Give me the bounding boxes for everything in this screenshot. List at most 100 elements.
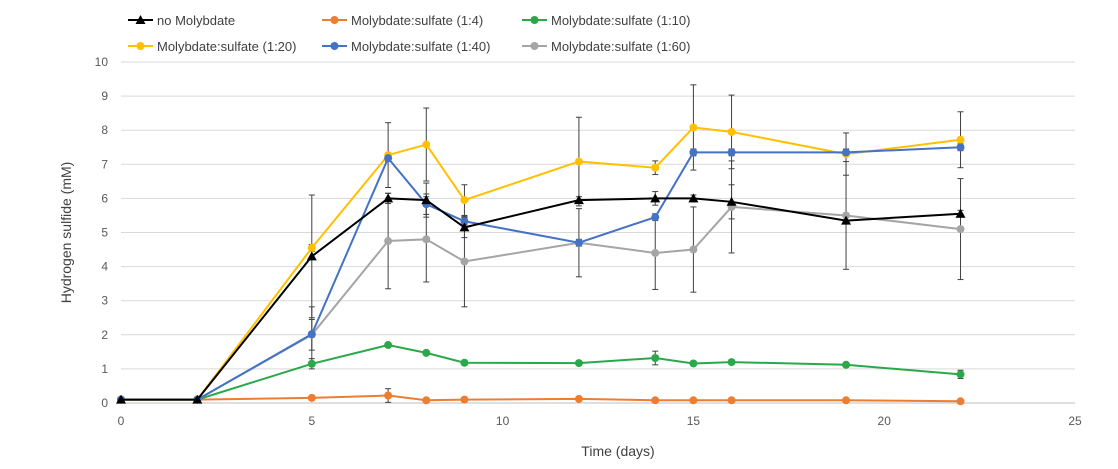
data-point [651,396,660,405]
legend: no Molybdate Molybdate:sulfate (1:4) Molyb… [128,13,690,54]
y-tick-label: 9 [101,89,108,103]
data-point [422,140,431,149]
data-point [384,391,393,400]
data-point [689,245,698,254]
data-point [842,360,851,369]
series-line [121,146,961,401]
legend-swatch-marker [530,16,539,24]
x-tick-label: 15 [687,414,701,428]
data-point [421,195,432,205]
series-line [121,126,961,401]
data-point [651,248,660,257]
x-axis-title: Time (days) [581,443,654,459]
legend-swatch-marker [330,42,339,50]
data-point [955,208,966,218]
legend-label: Molybdate:sulfate (1:60) [551,39,690,54]
grid-layer [121,61,1075,370]
data-point [460,217,469,226]
data-point [727,396,736,405]
series-line [121,394,961,403]
data-point [422,396,431,405]
data-point [384,341,393,350]
data-point [574,238,583,247]
axis-layer: 0 1 2 3 4 5 6 7 8 9 10 0 5 10 15 20 25 [95,55,1082,428]
y-tick-label: 8 [101,123,108,137]
data-point [307,359,316,368]
data-point [307,330,316,339]
data-point [689,123,698,132]
legend-label: Molybdate:sulfate (1:20) [157,39,296,54]
x-tick-label: 25 [1068,414,1082,428]
x-tick-label: 0 [118,414,125,428]
data-point [689,396,698,405]
data-point [383,193,394,203]
data-point [116,394,126,404]
data-point [956,143,965,152]
legend-swatch-marker [136,42,145,50]
data-point [460,196,469,205]
data-point [460,358,469,367]
data-point [842,396,851,405]
x-tick-label: 5 [308,414,315,428]
data-point [573,195,584,205]
y-tick-label: 0 [101,396,108,410]
legend-swatch-marker [330,16,339,24]
data-point [842,211,851,220]
series-layer [116,123,966,406]
data-point [574,394,583,403]
data-point [422,235,431,244]
data-point [727,358,736,367]
legend-swatch-marker [135,15,146,24]
legend-swatch-marker [530,42,539,50]
x-tick-label: 20 [878,414,892,428]
data-point [841,215,852,225]
data-point [307,243,316,252]
data-point [956,225,965,234]
data-point [842,148,851,157]
y-axis-title: Hydrogen sulfide (mM) [58,162,74,304]
y-tick-label: 5 [101,226,108,240]
y-tick-label: 6 [101,191,108,205]
data-point [726,196,737,206]
data-point [307,393,316,402]
legend-label: Molybdate:sulfate (1:10) [551,13,690,28]
data-point [956,135,965,144]
data-point [574,359,583,368]
y-tick-label: 1 [101,362,108,376]
legend-label: no Molybdate [157,13,235,28]
data-point [651,353,660,362]
legend-label: Molybdate:sulfate (1:4) [351,13,483,28]
x-tick-label: 10 [496,414,510,428]
data-point [727,127,736,136]
data-point [422,348,431,357]
legend-item: Molybdate:sulfate (1:10) [522,13,690,28]
data-point [956,370,965,379]
data-point [651,163,660,172]
data-point [689,148,698,157]
data-point [384,154,393,163]
data-point [689,359,698,368]
legend-item: Molybdate:sulfate (1:4) [322,13,483,28]
y-tick-label: 10 [95,55,109,69]
data-point [460,395,469,404]
data-point [650,193,661,203]
legend-item: Molybdate:sulfate (1:40) [322,39,490,54]
data-point [688,193,699,203]
data-point [306,251,317,261]
data-point [384,237,393,246]
legend-item: Molybdate:sulfate (1:20) [128,39,296,54]
data-point [192,394,203,404]
data-point [460,257,469,266]
data-point [651,213,660,222]
error-bars [308,84,964,403]
series-line [121,197,961,401]
legend-label: Molybdate:sulfate (1:40) [351,39,490,54]
y-tick-label: 7 [101,157,108,171]
data-point [727,148,736,157]
data-point [574,157,583,166]
y-tick-label: 2 [101,328,108,342]
data-point [956,397,965,406]
data-point [459,222,470,232]
y-tick-label: 3 [101,294,108,308]
